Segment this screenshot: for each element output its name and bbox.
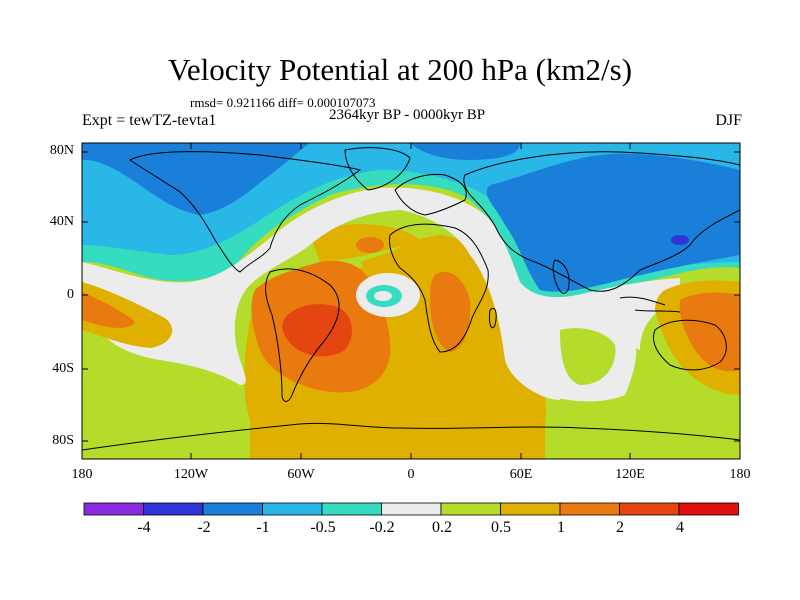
- contour-pos3-epacific: [82, 292, 135, 328]
- colorbar-swatch: [500, 502, 561, 516]
- contour-pos3-africa: [430, 271, 471, 352]
- coast-madagascar: [489, 307, 497, 329]
- coast-asia: [463, 151, 740, 292]
- contour-neg3-arctic: [410, 143, 520, 160]
- lon-label-0: 0: [407, 467, 415, 482]
- contour-zero-band: [82, 187, 680, 400]
- coast-india: [552, 259, 570, 294]
- experiment-label: Expt = tewTZ-tevta1: [82, 112, 217, 129]
- colorbar-label: -2: [197, 519, 211, 536]
- coast-greenland: [344, 147, 411, 191]
- lon-label-120e: 120E: [615, 467, 645, 482]
- colorbar-label: -0.2: [369, 519, 395, 536]
- colorbar-swatch: [619, 502, 680, 516]
- contour-field: [82, 143, 740, 459]
- coast-australia: [653, 319, 727, 371]
- colorbar-label: -4: [137, 519, 151, 536]
- stats-text: rmsd= 0.921166 diff= 0.000107073: [190, 95, 376, 110]
- contour-neg3-asia: [486, 153, 740, 292]
- colorbar-label: 2: [616, 519, 624, 536]
- colorbar-swatch: [440, 502, 501, 516]
- lon-label-180e: 180: [729, 467, 751, 482]
- contour-neg3-north: [82, 143, 310, 215]
- contour-pos2-epacific: [82, 282, 173, 348]
- lon-label-180w: 180: [71, 467, 93, 482]
- colorbar: [83, 502, 739, 516]
- colorbar-swatch: [83, 502, 144, 516]
- colorbar-swatch: [381, 502, 442, 516]
- page-title: Velocity Potential at 200 hPa (km2/s): [167, 52, 633, 87]
- axis-ticks: [82, 143, 740, 459]
- lon-label-60w: 60W: [287, 467, 315, 482]
- colorbar-label: 4: [676, 519, 684, 536]
- coast-antarctica: [82, 422, 740, 451]
- colorbar-label: 0.5: [491, 519, 511, 536]
- coast-north-america: [129, 151, 362, 273]
- contour-pos4-samerica: [282, 304, 352, 357]
- period-text: 2364kyr BP - 0000kyr BP: [328, 107, 486, 123]
- coast-europe: [394, 173, 467, 216]
- contour-pos3-spot: [356, 237, 384, 253]
- colorbar-label: -0.5: [310, 519, 336, 536]
- colorbar-swatch: [143, 502, 204, 516]
- contour-pos1-indian: [560, 328, 616, 385]
- coast-africa: [389, 223, 489, 353]
- contour-neg4-core: [671, 235, 689, 245]
- coast-south-america: [265, 268, 340, 402]
- colorbar-label: 1: [557, 519, 565, 536]
- contour-zero-hole-core: [374, 291, 392, 301]
- colorbar-swatch: [262, 502, 323, 516]
- coastlines: [82, 147, 740, 451]
- lat-label-80s: 80S: [52, 433, 74, 448]
- lon-label-120w: 120W: [173, 467, 209, 482]
- lat-label-40n: 40N: [49, 214, 74, 229]
- colorbar-swatch: [559, 502, 620, 516]
- colorbar-label: 0.2: [432, 519, 452, 536]
- lon-label-60e: 60E: [509, 467, 533, 482]
- contour-pos3-australia: [679, 292, 740, 372]
- lat-label-0: 0: [67, 287, 74, 302]
- colorbar-swatch: [321, 502, 382, 516]
- lat-label-40s: 40S: [52, 361, 74, 376]
- colorbar-label: -1: [256, 519, 270, 536]
- coast-indonesia: [619, 296, 681, 313]
- lat-label-80n: 80N: [49, 143, 74, 158]
- colorbar-swatch: [678, 502, 739, 516]
- colorbar-swatch: [202, 502, 263, 516]
- season-label: DJF: [715, 112, 742, 129]
